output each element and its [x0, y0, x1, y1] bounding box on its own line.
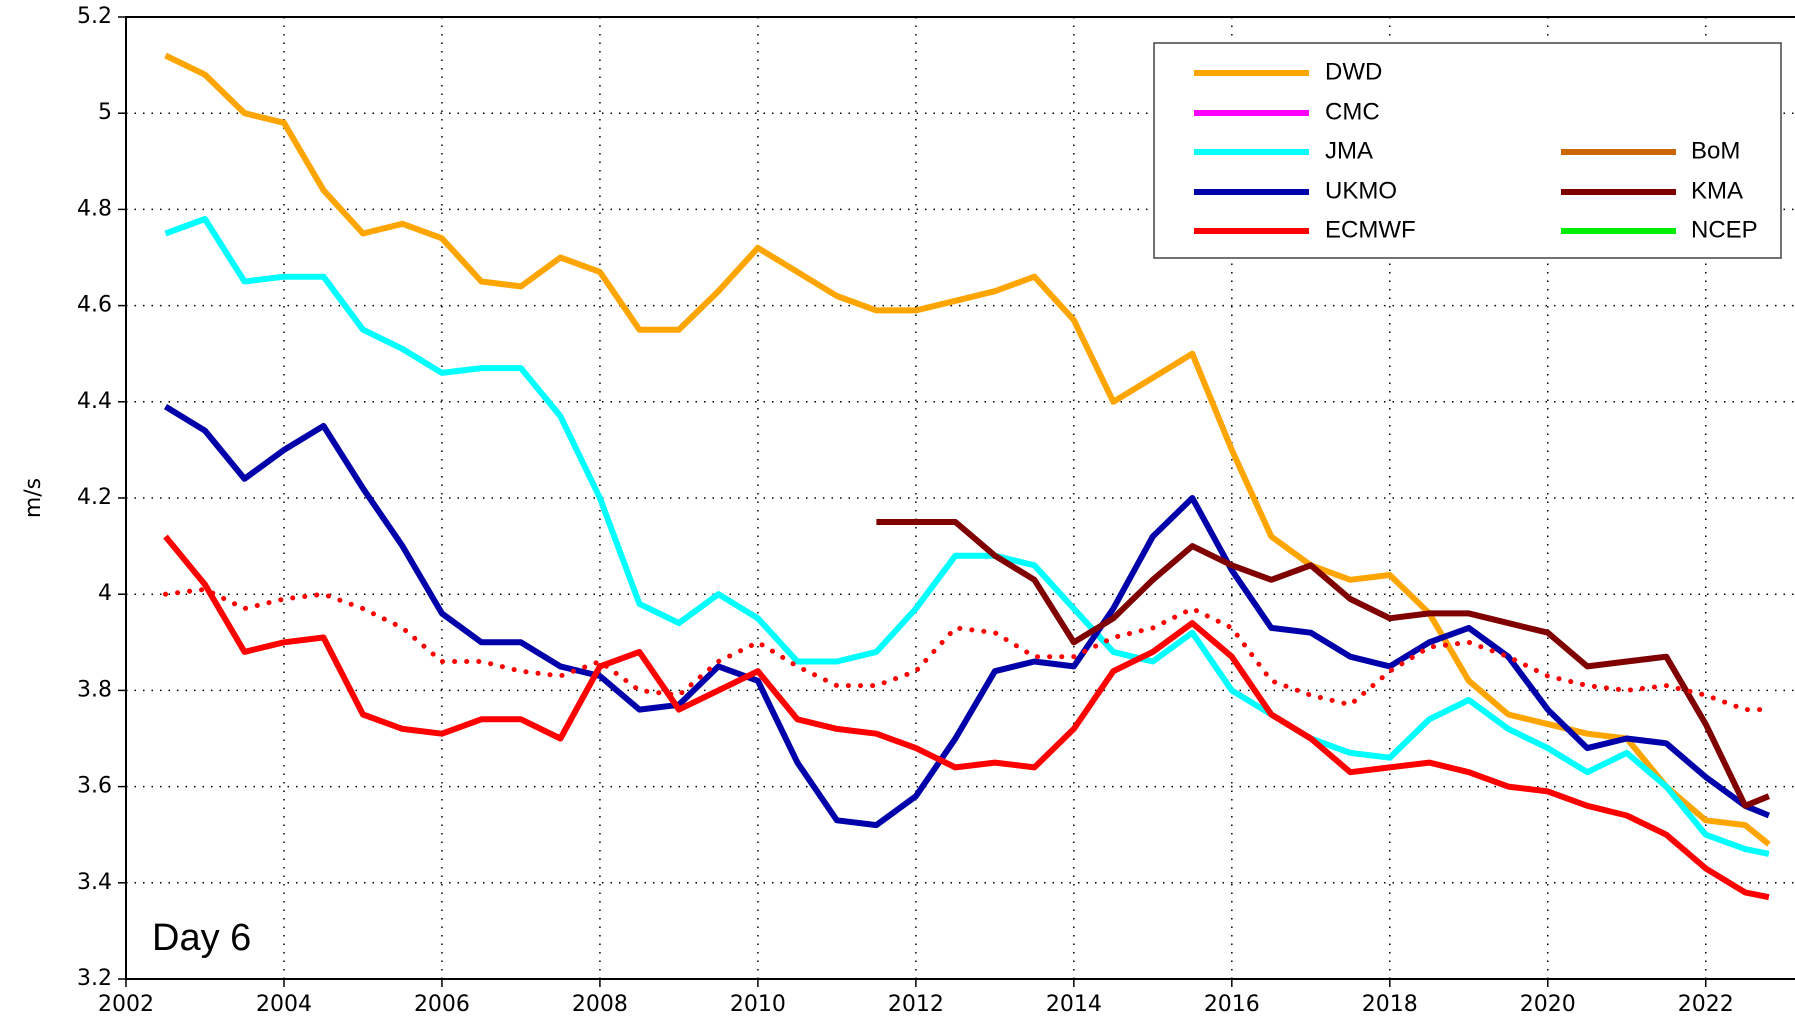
x-tick-label: 2018 — [1362, 992, 1418, 1017]
series-line — [164, 216, 1770, 857]
legend-label: KMA — [1691, 177, 1743, 204]
series-line — [163, 586, 1772, 713]
x-tick-label: 2004 — [256, 992, 312, 1017]
series-line — [876, 519, 1771, 809]
x-tick-label: 2016 — [1204, 992, 1260, 1017]
legend-label: ECMWF — [1325, 216, 1416, 243]
x-tick-label: 2012 — [888, 992, 944, 1017]
x-tick-label: 2006 — [414, 992, 470, 1017]
y-tick-label: 3.8 — [77, 677, 112, 702]
y-tick-label: 4.2 — [77, 485, 112, 510]
y-tick-label: 3.2 — [77, 966, 112, 991]
series-line — [163, 404, 1771, 829]
y-tick-label: 5.2 — [77, 4, 112, 29]
legend-label: UKMO — [1325, 177, 1397, 204]
annotation: Day 6 — [152, 917, 251, 959]
x-tick-label: 2022 — [1678, 992, 1734, 1017]
y-axis-label: m/s — [21, 478, 46, 518]
y-tick-label: 4 — [98, 581, 112, 606]
legend-label: NCEP — [1691, 216, 1758, 243]
x-tick-label: 2008 — [572, 992, 628, 1017]
x-tick-label: 2010 — [730, 992, 786, 1017]
axis-frame — [125, 16, 1795, 980]
y-tick-label: 3.6 — [77, 774, 112, 799]
y-tick-label: 3.4 — [77, 870, 112, 895]
y-tick-label: 4.4 — [77, 389, 112, 414]
y-tick-label: 4.6 — [77, 293, 112, 318]
legend-label: JMA — [1325, 137, 1373, 164]
x-tick-label: 2020 — [1520, 992, 1576, 1017]
series-line — [164, 52, 1771, 847]
legend-label: CMC — [1325, 98, 1380, 125]
series-line — [163, 534, 1770, 901]
x-tick-label: 2014 — [1046, 992, 1102, 1017]
plot-area — [163, 52, 1772, 901]
y-tick-label: 5 — [98, 100, 112, 125]
x-tick-label: 2002 — [98, 992, 154, 1017]
legend-label: BoM — [1691, 137, 1740, 164]
y-tick-label: 4.8 — [77, 196, 112, 221]
legend-label: DWD — [1325, 58, 1382, 85]
